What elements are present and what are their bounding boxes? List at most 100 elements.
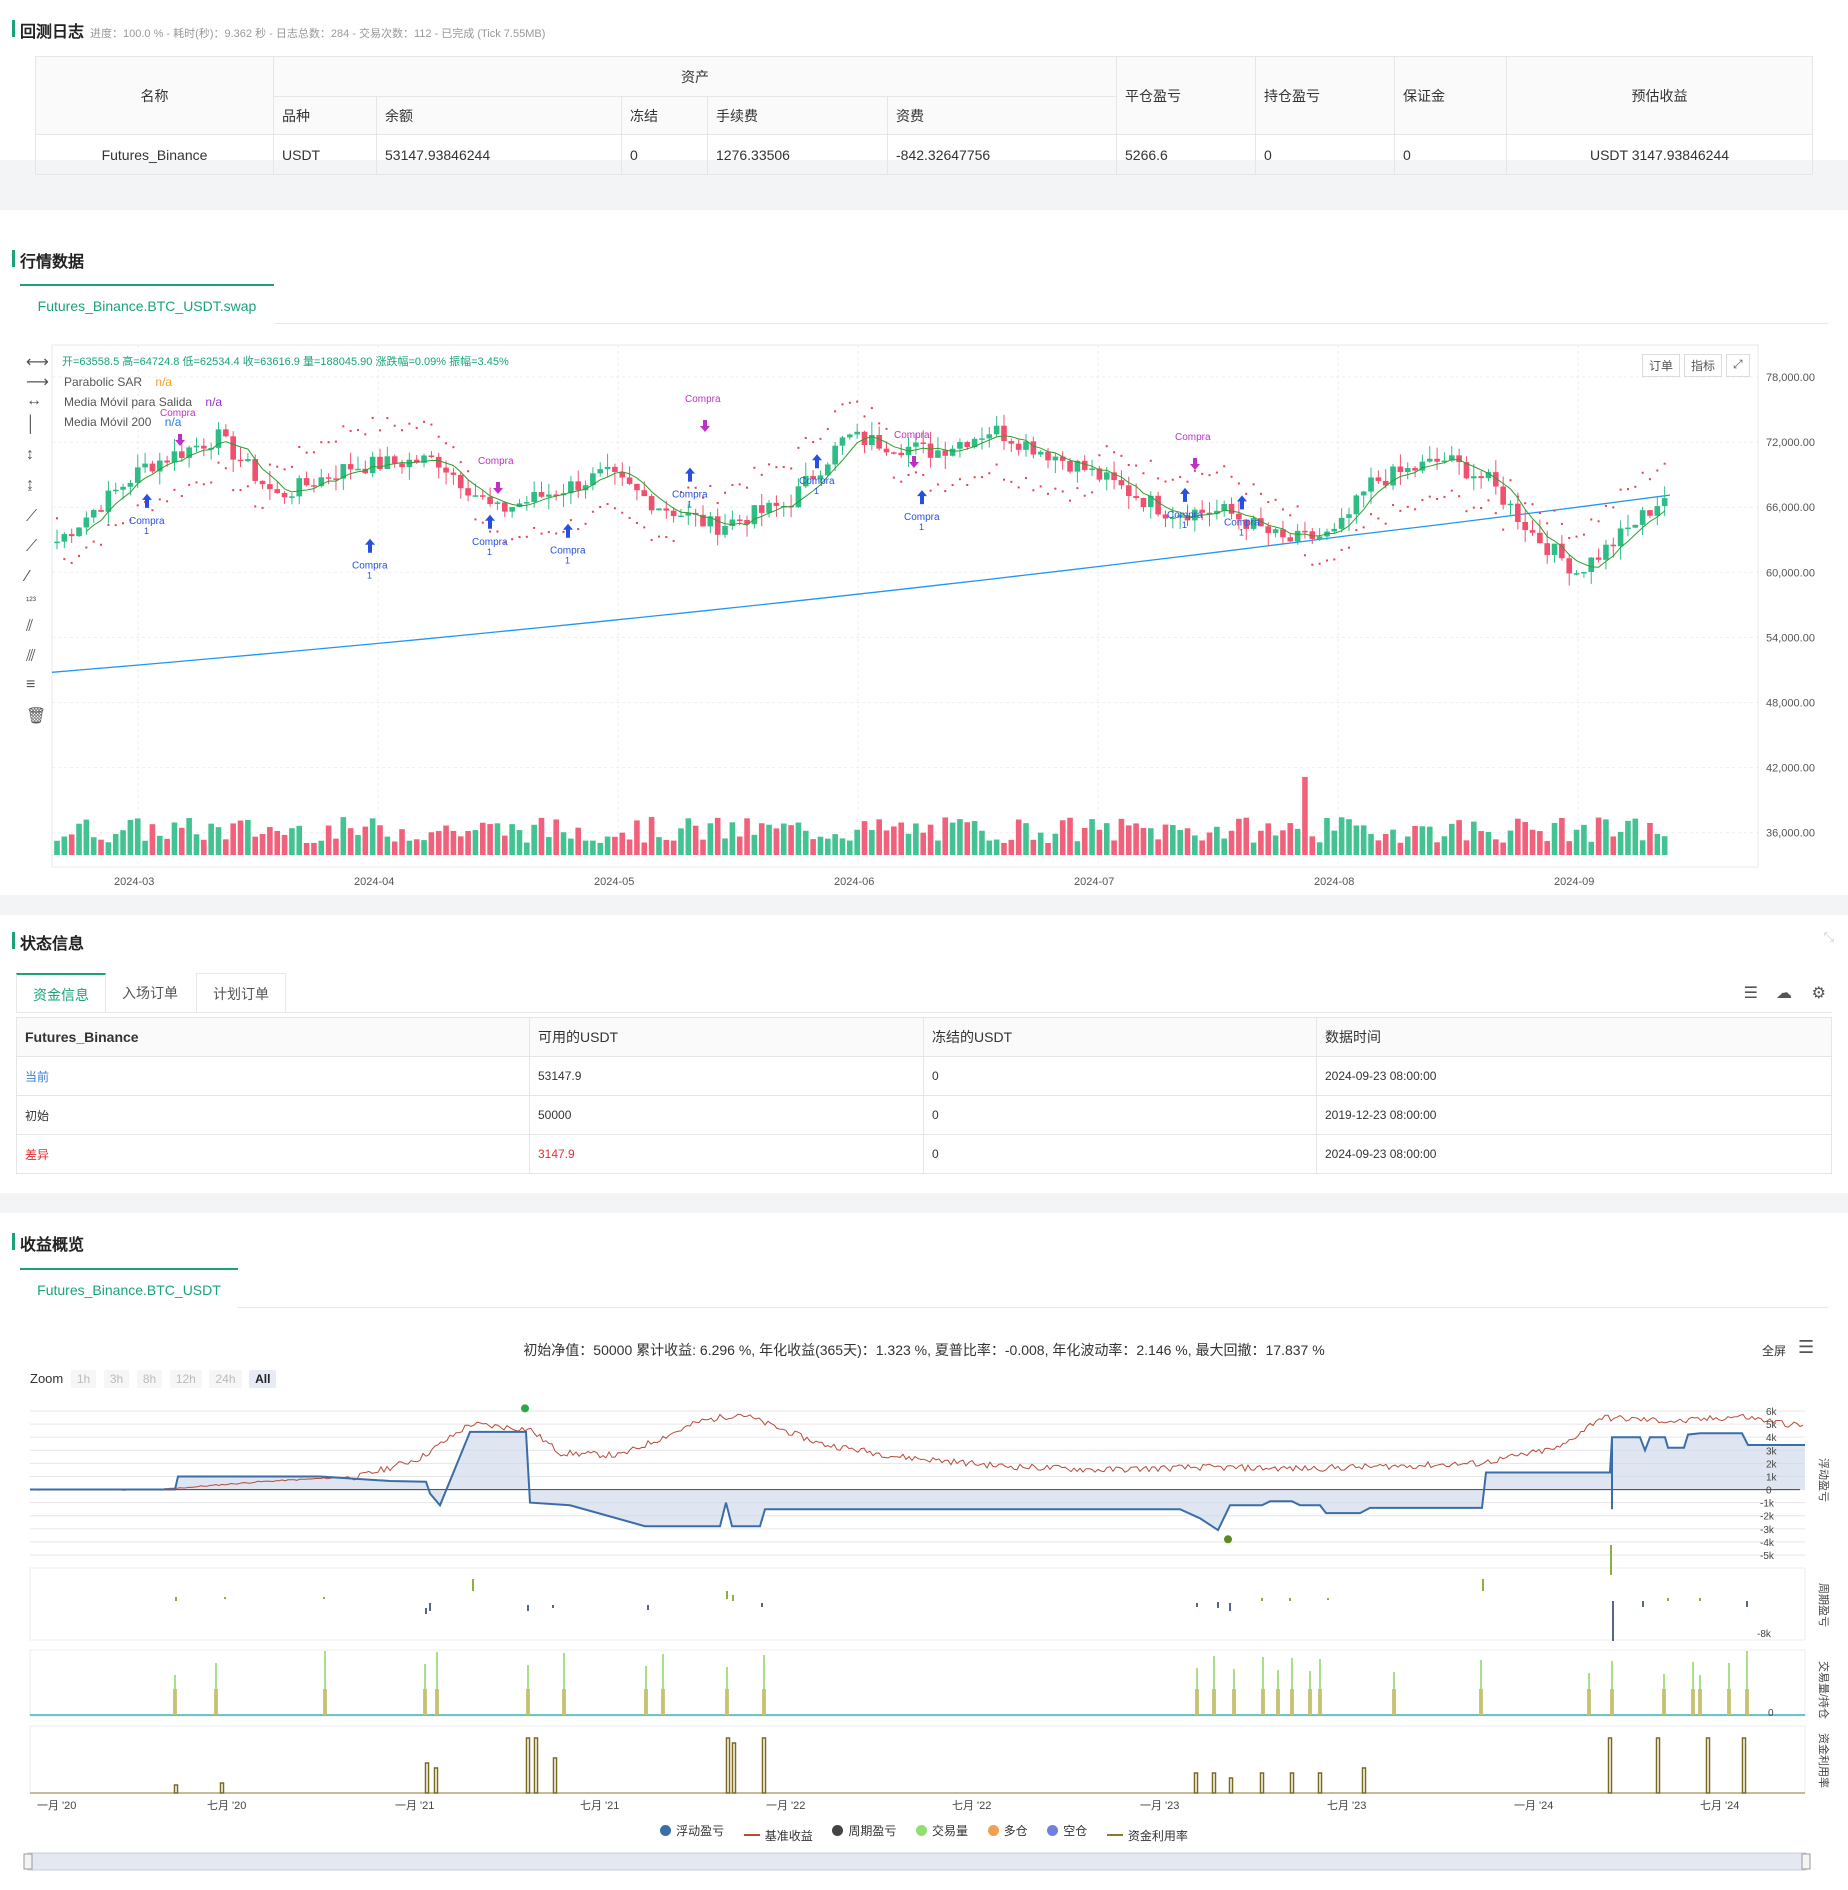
sar-dot xyxy=(966,483,969,486)
sar-dot xyxy=(731,484,734,487)
candle-body xyxy=(237,459,244,462)
legend-float[interactable]: 浮动盈亏 xyxy=(660,1822,724,1839)
vertical-ray-icon[interactable]: ↨ xyxy=(26,476,34,493)
navigator-left-handle xyxy=(23,1853,33,1870)
volume-bar xyxy=(847,840,853,855)
price-label-icon[interactable]: ¹²³ xyxy=(26,596,36,607)
volume-bar xyxy=(1155,839,1161,855)
horizontal-line-icon[interactable]: ⟷ xyxy=(26,354,49,371)
candle-body xyxy=(1206,512,1213,515)
volume-bar xyxy=(186,817,192,855)
legend-volume[interactable]: 交易量 xyxy=(915,1822,968,1839)
volume-bar xyxy=(722,838,728,855)
fib-lines-icon[interactable]: ≡ xyxy=(26,676,36,693)
volume-bar xyxy=(399,829,405,855)
legend-short[interactable]: 空仓 xyxy=(1047,1822,1087,1839)
sar-dot xyxy=(195,481,198,484)
candle-body xyxy=(164,460,170,463)
tab-plan-orders[interactable]: 计划订单 xyxy=(196,973,286,1013)
segment-line-icon[interactable]: ⁄ xyxy=(26,568,29,585)
buy-qty: 1 xyxy=(687,500,692,510)
tab-funds[interactable]: 资金信息 xyxy=(16,973,106,1013)
volume-bar xyxy=(986,840,993,855)
sar-dot xyxy=(312,451,315,454)
volume-bar xyxy=(1346,819,1352,855)
candle-body xyxy=(501,502,508,512)
zoom-3h[interactable]: 3h xyxy=(103,1370,130,1388)
table-row: 差异 3147.9 0 2024-09-23 08:00:00 xyxy=(16,1134,1832,1174)
legend-long[interactable]: 多仓 xyxy=(987,1822,1028,1839)
candle-body xyxy=(869,435,875,445)
candle-body xyxy=(957,441,963,449)
buy-arrow xyxy=(1237,495,1247,510)
horizontal-ray-icon[interactable]: ⟶ xyxy=(26,374,49,391)
candle-body xyxy=(920,442,927,445)
volume-bar xyxy=(516,830,523,855)
tab-entry-orders[interactable]: 入场订单 xyxy=(122,985,178,1001)
volume-bar xyxy=(413,839,420,855)
legend-bench[interactable]: 基准收益 xyxy=(743,1827,813,1844)
volume-bar xyxy=(164,838,170,855)
volume-bar xyxy=(1052,833,1059,855)
sar-dot xyxy=(334,440,337,443)
menu-icon[interactable]: ☰ xyxy=(1798,1337,1815,1357)
candle-body xyxy=(1001,425,1007,442)
time-tick-label: 七月 '20 xyxy=(207,1799,246,1812)
sar-dot xyxy=(1120,454,1123,457)
volume-bar xyxy=(1515,818,1521,855)
tab-market-symbol[interactable]: Futures_Binance.BTC_USDT.swap xyxy=(20,284,274,324)
settings-gear-icon[interactable]: ⚙ xyxy=(1811,985,1826,1002)
legend-period[interactable]: 周期盈亏 xyxy=(832,1822,896,1839)
sar-dot xyxy=(379,429,381,432)
legend-util[interactable]: 资金利用率 xyxy=(1106,1827,1188,1844)
position-bar xyxy=(1261,1689,1265,1715)
candle-body xyxy=(347,464,354,470)
order-button[interactable]: 订单 xyxy=(1642,354,1681,377)
period-pnl-bar xyxy=(175,1597,177,1601)
candle-body xyxy=(1625,527,1631,530)
collapse-icon[interactable]: ⤡ xyxy=(1823,929,1834,944)
sar-dot xyxy=(437,435,440,438)
parallel-channel-icon[interactable]: ⫽ xyxy=(26,618,34,635)
position-bar xyxy=(1727,1689,1731,1715)
util-axis-title: 资金利用率 xyxy=(1817,1733,1831,1788)
volume-bar xyxy=(1485,831,1492,855)
zoom-all[interactable]: All xyxy=(249,1370,277,1388)
tab-profit-symbol[interactable]: Futures_Binance.BTC_USDT xyxy=(20,1268,238,1308)
fullscreen-button[interactable]: 全屏 xyxy=(1762,1344,1787,1358)
cloud-download-icon[interactable]: ☁ xyxy=(1776,985,1792,1002)
profit-chart[interactable]: 6k5k4k3k2k1k0-1k-2k-3k-4k-5k浮动盈亏周期盈亏交易量/… xyxy=(0,1213,1848,1890)
position-bar xyxy=(1662,1689,1666,1715)
zoom-12h[interactable]: 12h xyxy=(169,1370,202,1388)
ray-line-icon[interactable]: ⟋ xyxy=(26,538,38,555)
candle-body xyxy=(1382,480,1389,486)
sar-dot xyxy=(342,425,345,428)
zoom-24h[interactable]: 24h xyxy=(209,1370,242,1388)
price-tick-label: 48,000.00 xyxy=(1766,698,1815,710)
candle-body xyxy=(472,495,479,497)
list-icon[interactable]: ☰ xyxy=(1743,985,1758,1002)
zoom-8h[interactable]: 8h xyxy=(136,1370,163,1388)
volume-bar xyxy=(1368,833,1374,855)
candle-body xyxy=(678,515,684,518)
position-bar xyxy=(526,1689,530,1715)
indicator-button[interactable]: 指标 xyxy=(1684,354,1723,377)
candle-body xyxy=(457,474,464,489)
expand-icon[interactable]: ⤢ xyxy=(1726,354,1750,377)
sar-dot xyxy=(188,483,191,486)
volume-bar xyxy=(1162,824,1169,855)
candle-body xyxy=(281,492,288,498)
trash-icon[interactable]: 🗑 xyxy=(26,708,47,725)
trend-line-icon[interactable]: ⟋ xyxy=(26,508,38,525)
candle-body xyxy=(597,469,604,474)
sar-dot xyxy=(298,445,301,448)
vertical-line-icon[interactable]: │ xyxy=(26,416,36,433)
fibonacci-icon[interactable]: ⫻ xyxy=(26,648,36,665)
sar-dot xyxy=(1648,478,1651,481)
horizontal-segment-icon[interactable]: ↔ xyxy=(26,392,42,409)
candle-body xyxy=(289,496,295,498)
zoom-1h[interactable]: 1h xyxy=(70,1370,97,1388)
vertical-segment-icon[interactable]: ↕ xyxy=(26,446,34,463)
sar-dot xyxy=(1663,462,1666,465)
